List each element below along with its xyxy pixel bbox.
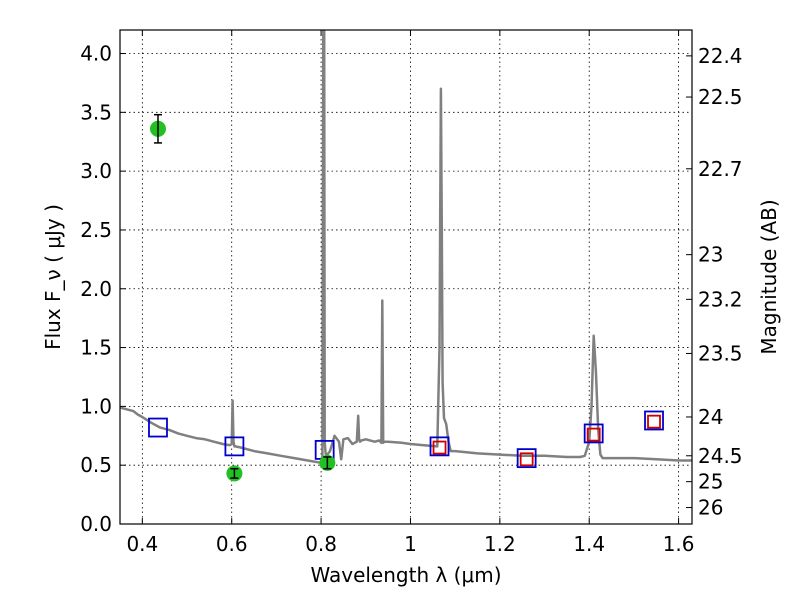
mag-tick-label: 22.7	[698, 157, 743, 181]
y-axis-right-label: Magnitude (AB)	[757, 199, 781, 354]
x-tick-label: 0.8	[305, 532, 337, 556]
x-tick-label: 1.6	[663, 532, 695, 556]
model-photometry-marker	[519, 452, 534, 467]
axis-ticks: 0.4 0.6 0.8 1 1.2 1.4 1.6 0.0 0.5 1.0 1.5 2.0 2.5 3.0…	[80, 30, 743, 556]
y-tick-label: 0.0	[80, 512, 112, 536]
mag-tick-label: 26	[698, 496, 723, 520]
model-photometry-marker	[432, 440, 447, 455]
model-photometry-marker	[647, 414, 661, 429]
mag-tick-label: 23.2	[698, 287, 743, 311]
x-tick-label: 0.6	[216, 532, 248, 556]
synthetic-photometry-marker	[516, 448, 537, 469]
x-tick-label: 1	[404, 532, 417, 556]
data-markers	[148, 113, 664, 482]
mag-tick-label: 23	[698, 243, 723, 267]
mag-tick-label: 23.5	[698, 341, 743, 365]
y-tick-label: 2.5	[80, 218, 112, 242]
y-tick-label: 1.5	[80, 336, 112, 360]
y-axis-label: Flux F_ν ( μJy )	[41, 204, 65, 350]
y-tick-label: 1.0	[80, 394, 112, 418]
synthetic-photometry-marker	[583, 423, 604, 444]
plot-frame	[119, 29, 693, 525]
x-tick-label: 1.4	[573, 532, 605, 556]
y-tick-label: 4.0	[80, 42, 112, 66]
y-tick-label: 2.0	[80, 277, 112, 301]
y-tick-label: 0.5	[80, 453, 112, 477]
model-photometry-marker	[586, 427, 601, 442]
mag-tick-label: 22.5	[698, 85, 743, 109]
mag-tick-label: 22.4	[698, 44, 743, 68]
mag-tick-label: 24	[698, 405, 723, 429]
y-tick-label: 3.5	[80, 100, 112, 124]
x-tick-label: 1.2	[484, 532, 516, 556]
synthetic-photometry-marker	[224, 436, 245, 457]
mag-tick-label: 24.5	[698, 444, 743, 468]
synthetic-photometry-marker	[148, 417, 168, 438]
x-tick-label: 0.4	[126, 532, 158, 556]
mag-tick-label: 25	[698, 470, 723, 494]
synthetic-photometry-marker	[429, 436, 450, 457]
x-axis-label: Wavelength λ (μm)	[310, 563, 501, 587]
y-tick-label: 3.0	[80, 159, 112, 183]
synthetic-photometry-marker	[644, 410, 664, 431]
